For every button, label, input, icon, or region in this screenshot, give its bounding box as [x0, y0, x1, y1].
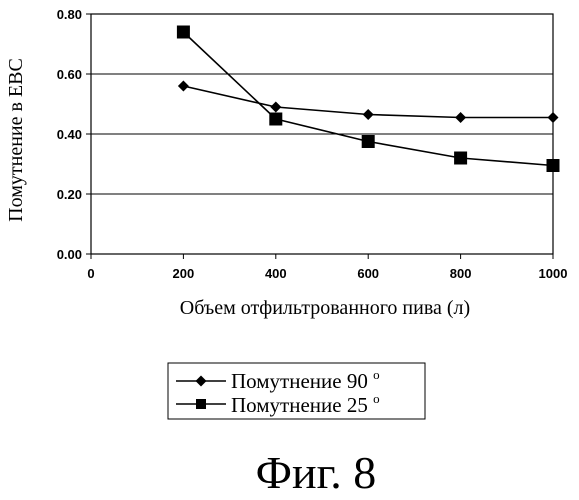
x-axis-title: Объем отфильтрованного пива (л) — [180, 297, 470, 319]
y-tick-label: 0.80 — [57, 7, 82, 22]
data-point-diamond — [455, 112, 466, 123]
plot-area: 0.00 0.20 0.40 0.60 0.80 0 200 400 600 800 1000 — [57, 7, 568, 281]
legend-marker-square — [196, 399, 206, 409]
y-tick-label: 0.20 — [57, 187, 82, 202]
x-tick-label: 1000 — [539, 266, 568, 281]
y-axis-title: Помутнение в EBC — [5, 58, 27, 222]
x-tick-labels: 0 200 400 600 800 1000 — [87, 266, 567, 281]
figure-caption: Фиг. 8 — [256, 447, 377, 498]
legend-label-series-2: Помутнение 25 o — [231, 391, 380, 417]
data-point-diamond — [270, 102, 281, 113]
legend-label-series-1: Помутнение 90 o — [231, 367, 380, 393]
data-point-square — [362, 135, 375, 148]
x-tick-label: 600 — [357, 266, 379, 281]
y-tick-labels: 0.00 0.20 0.40 0.60 0.80 — [57, 7, 82, 262]
data-point-square — [547, 159, 560, 172]
gridlines — [86, 14, 553, 259]
y-tick-label: 0.00 — [57, 247, 82, 262]
data-point-diamond — [363, 109, 374, 120]
legend: Помутнение 90 o Помутнение 25 o — [168, 363, 425, 419]
data-point-diamond — [178, 81, 189, 92]
data-point-square — [269, 113, 282, 126]
series-layer — [177, 26, 560, 173]
x-tick-label: 200 — [173, 266, 195, 281]
y-tick-label: 0.40 — [57, 127, 82, 142]
x-tick-label: 800 — [450, 266, 472, 281]
data-point-diamond — [548, 112, 559, 123]
x-tick-label: 0 — [87, 266, 94, 281]
data-point-square — [177, 26, 190, 39]
x-tick-label: 400 — [265, 266, 287, 281]
y-tick-label: 0.60 — [57, 67, 82, 82]
data-point-square — [454, 152, 467, 165]
